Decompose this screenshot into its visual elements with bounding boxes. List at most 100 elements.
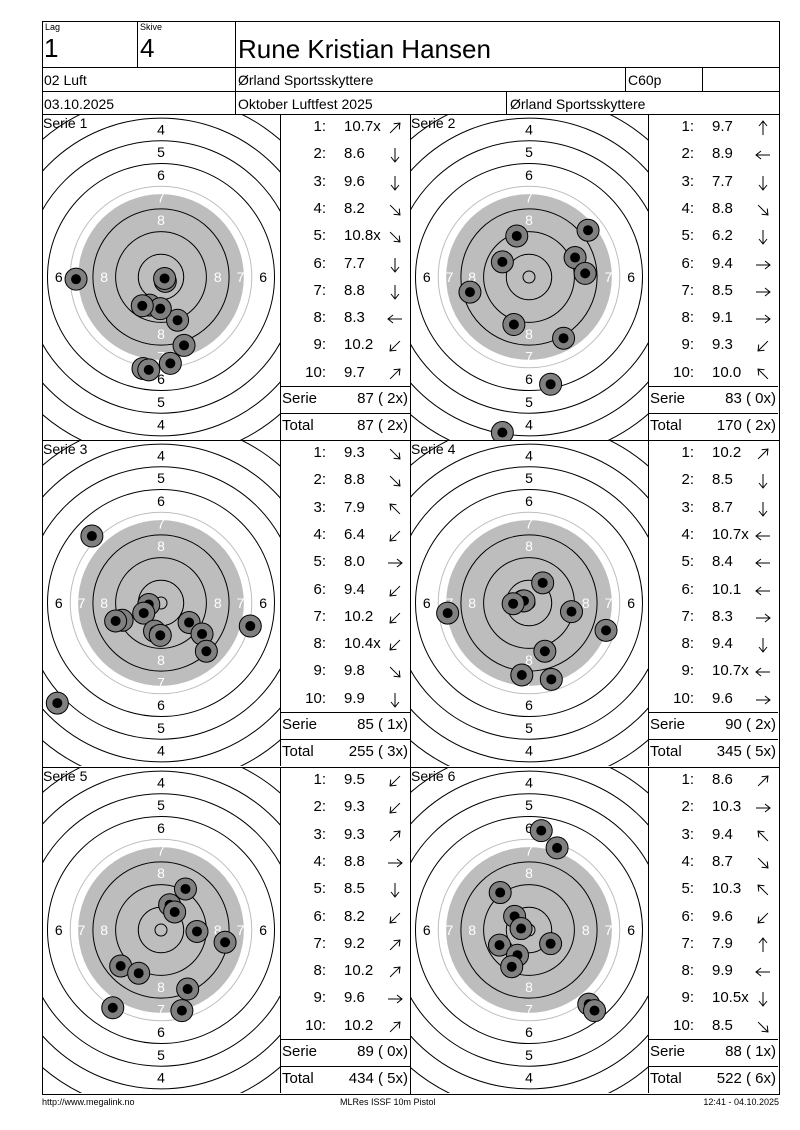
shot-number: 3: <box>313 825 326 843</box>
shot-number: 10: <box>305 1016 326 1034</box>
direction-arrow-icon <box>388 858 403 868</box>
serie-score: 89 ( 0x) <box>357 1043 408 1060</box>
shot-value: 10.2 <box>344 607 374 625</box>
serie-title: Serie 6 <box>411 768 456 784</box>
svg-text:3: 3 <box>525 439 533 440</box>
svg-text:8: 8 <box>468 595 476 611</box>
shot-list: 1: 10.7x 2: 8.6 3: 9.6 4: 8.2 5: 10.8x 6: 7.7 7: 8.8 8… <box>280 114 410 440</box>
direction-arrow-icon <box>389 667 401 678</box>
serie-score: 83 ( 0x) <box>725 390 776 407</box>
direction-arrow-icon <box>389 530 401 542</box>
svg-text:8: 8 <box>468 922 476 938</box>
svg-text:7: 7 <box>525 843 533 859</box>
shot-value: 8.5 <box>712 281 733 299</box>
shot-number: 1: <box>681 118 694 135</box>
direction-arrow-icon <box>389 585 401 597</box>
shot-value: 8.7 <box>712 498 733 516</box>
shot-number: 9: <box>313 336 326 354</box>
svg-text:7: 7 <box>605 595 613 611</box>
direction-arrow-icon <box>389 639 401 651</box>
shot-value: 8.6 <box>712 771 733 788</box>
svg-text:8: 8 <box>582 595 590 611</box>
total-score: 522 ( 6x) <box>716 1070 776 1087</box>
serie-label: Serie <box>282 716 318 733</box>
shot-value: 9.1 <box>712 309 733 327</box>
svg-text:3: 3 <box>157 1092 165 1093</box>
shot-number: 1: <box>313 771 326 788</box>
date-label: 03.10.2025 <box>44 96 115 112</box>
svg-text:6: 6 <box>525 493 533 509</box>
shot-value: 9.4 <box>712 635 733 653</box>
svg-text:6: 6 <box>259 269 267 285</box>
target-2: 333344445555666677778888 <box>410 114 648 440</box>
svg-text:4: 4 <box>525 417 533 433</box>
shot-number: 6: <box>681 254 694 272</box>
shot-number: 9: <box>681 662 694 680</box>
svg-text:5: 5 <box>525 470 533 486</box>
direction-arrow-icon <box>758 175 768 191</box>
shot-number: 4: <box>681 525 694 543</box>
footer-app: MLRes ISSF 10m Pistol <box>340 1097 436 1107</box>
shot-value: 7.9 <box>344 498 365 516</box>
svg-text:4: 4 <box>157 447 165 463</box>
shot-value: 9.5 <box>344 771 365 788</box>
shot-value: 10.4x <box>344 635 381 653</box>
shot-number: 3: <box>313 172 326 190</box>
serie-score: 87 ( 2x) <box>357 390 408 407</box>
svg-text:7: 7 <box>446 269 454 285</box>
svg-text:3: 3 <box>525 765 533 766</box>
direction-arrow-icon <box>390 148 400 164</box>
direction-arrow-icon <box>390 883 400 898</box>
svg-text:4: 4 <box>157 417 165 433</box>
shot-value: 10.2 <box>344 1016 374 1034</box>
svg-text:6: 6 <box>157 493 165 509</box>
svg-text:8: 8 <box>525 212 533 228</box>
direction-arrow-icon <box>757 775 769 787</box>
target-1: 333344445555666677778888 <box>42 114 280 440</box>
direction-arrow-icon <box>389 612 401 624</box>
direction-arrow-icon <box>757 368 769 379</box>
svg-text:8: 8 <box>525 652 533 668</box>
svg-text:7: 7 <box>157 516 165 532</box>
serie-title: Serie 1 <box>43 115 88 131</box>
direction-arrow-icon <box>756 314 771 324</box>
svg-text:5: 5 <box>525 1047 533 1063</box>
direction-arrow-icon <box>758 120 768 135</box>
svg-text:6: 6 <box>627 922 635 938</box>
direction-arrow-icon <box>757 830 769 841</box>
lag-label: Lag <box>45 22 61 32</box>
direction-arrow-icon <box>756 287 771 297</box>
svg-text:5: 5 <box>525 144 533 160</box>
shot-value: 10.2 <box>344 336 374 354</box>
direction-arrow-icon <box>389 775 401 787</box>
serie-label: Serie <box>650 390 686 407</box>
serie-label: Serie <box>650 716 686 733</box>
shot-number: 5: <box>313 227 326 245</box>
svg-text:6: 6 <box>423 269 431 285</box>
direction-arrow-icon <box>389 231 401 243</box>
shot-list: 1: 9.3 2: 8.8 3: 7.9 4: 6.4 5: 8.0 6: 9.4 7: 10.2 8: 10… <box>280 440 410 766</box>
svg-text:6: 6 <box>525 1024 533 1040</box>
shot-value: 10.7x <box>712 662 749 680</box>
svg-text:8: 8 <box>100 595 108 611</box>
shot-value: 9.7 <box>712 118 733 135</box>
svg-text:6: 6 <box>259 595 267 611</box>
shot-value: 7.7 <box>712 172 733 190</box>
shot-number: 3: <box>681 498 694 516</box>
direction-arrow-icon <box>389 966 401 978</box>
svg-text:4: 4 <box>157 1070 165 1086</box>
svg-text:7: 7 <box>157 675 165 691</box>
direction-arrow-icon <box>389 368 401 379</box>
shot-number: 1: <box>681 444 694 461</box>
direction-arrow-icon <box>390 692 400 708</box>
shot-value: 9.4 <box>712 254 733 272</box>
shot-value: 9.3 <box>344 798 365 816</box>
club2-label: Ørland Sportsskyttere <box>510 96 646 112</box>
direction-arrow-icon <box>389 204 401 216</box>
direction-arrow-icon <box>389 448 401 460</box>
svg-text:4: 4 <box>157 743 165 759</box>
shot-number: 7: <box>681 281 694 299</box>
svg-text:5: 5 <box>525 394 533 410</box>
direction-arrow-icon <box>389 939 401 951</box>
shot-number: 5: <box>313 880 326 898</box>
